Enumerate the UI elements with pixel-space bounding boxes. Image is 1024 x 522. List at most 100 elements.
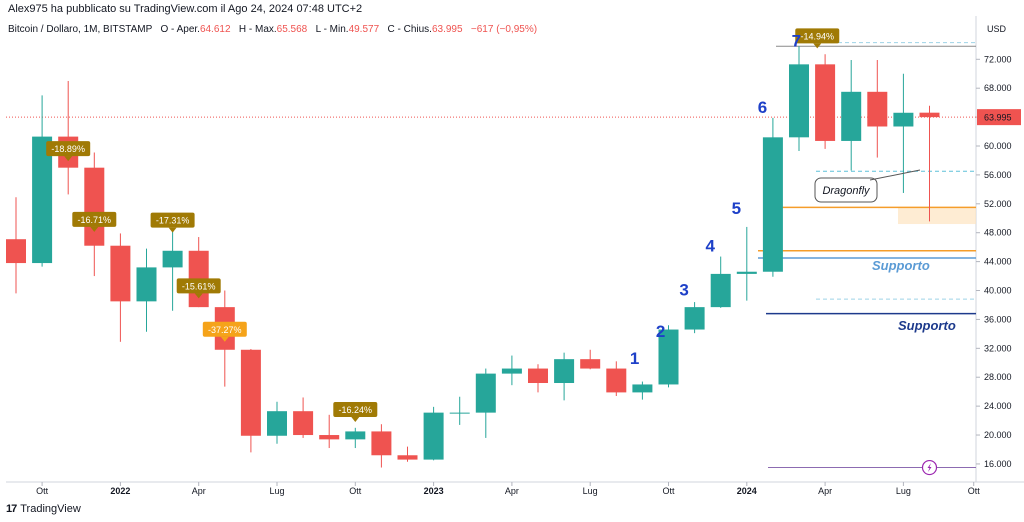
candle-body bbox=[528, 368, 548, 384]
x-tick-label: Apr bbox=[818, 486, 832, 496]
tradingview-brand: TradingView bbox=[20, 503, 81, 515]
wave-label: 1 bbox=[630, 349, 639, 368]
candle-body bbox=[867, 91, 888, 127]
candle-body bbox=[423, 412, 444, 460]
open-value: 64.612 bbox=[199, 24, 231, 35]
drawdown-box bbox=[176, 278, 221, 294]
price-chart[interactable]: USD72.00068.00064.00060.00056.00052.0004… bbox=[0, 0, 1024, 500]
y-tick-label: 72.000 bbox=[984, 54, 1012, 64]
y-tick-label: 36.000 bbox=[984, 314, 1012, 324]
symbol-ohlc-line: Bitcoin / Dollaro, 1M, BITSTAMP O - Aper… bbox=[8, 24, 537, 35]
candle-body bbox=[240, 349, 261, 436]
lightning-glyph bbox=[927, 463, 932, 473]
drawdown-label: -18.89% bbox=[51, 144, 85, 154]
high-value: 65.568 bbox=[276, 24, 308, 35]
support-label-light: Supporto bbox=[872, 258, 930, 273]
candle-body bbox=[762, 137, 783, 272]
x-tick-label: 2024 bbox=[737, 486, 757, 496]
y-tick-label: 60.000 bbox=[984, 141, 1012, 151]
candle-body bbox=[319, 435, 340, 440]
y-tick-label: 44.000 bbox=[984, 257, 1012, 267]
wave-label: 6 bbox=[758, 98, 767, 117]
dragonfly-callout-text: Dragonfly bbox=[822, 185, 871, 197]
x-tick-label: Ott bbox=[36, 486, 49, 496]
wave-label: 4 bbox=[706, 236, 716, 255]
y-tick-label: 32.000 bbox=[984, 343, 1012, 353]
x-tick-label: Ott bbox=[662, 486, 675, 496]
y-tick-label: 56.000 bbox=[984, 170, 1012, 180]
candle-body bbox=[815, 64, 836, 141]
candle-body bbox=[84, 167, 105, 246]
candle-body bbox=[110, 245, 131, 302]
current-price-tag-label: 63.995 bbox=[984, 113, 1012, 123]
close-label: C - Chius. bbox=[387, 24, 432, 35]
drawdown-pointer bbox=[194, 293, 203, 299]
x-tick-label: Lug bbox=[583, 486, 598, 496]
drawdown-box bbox=[46, 141, 91, 157]
drawdown-pointer bbox=[813, 43, 822, 49]
candle-body bbox=[267, 411, 287, 436]
drawdown-pointer bbox=[64, 156, 73, 162]
candle-body bbox=[397, 455, 418, 460]
candle-body bbox=[658, 329, 679, 385]
drawdown-label: -17.31% bbox=[156, 216, 190, 226]
publisher-line: Alex975 ha pubblicato su TradingView.com… bbox=[8, 3, 363, 15]
drawdown-label: -37.27% bbox=[208, 325, 242, 335]
drawdown-label: -16.71% bbox=[78, 215, 112, 225]
y-tick-label: 48.000 bbox=[984, 228, 1012, 238]
x-tick-label: Ott bbox=[968, 486, 981, 496]
close-value: 63.995 bbox=[431, 24, 463, 35]
candle-body bbox=[475, 373, 496, 413]
x-tick-label: 2022 bbox=[110, 486, 130, 496]
x-tick-label: Lug bbox=[896, 486, 911, 496]
candle-body bbox=[841, 91, 862, 141]
candle-body bbox=[162, 250, 183, 268]
drawdown-label: -14.94% bbox=[801, 31, 835, 41]
support-label-dark: Supporto bbox=[898, 318, 956, 333]
drawdown-label: -15.61% bbox=[182, 281, 216, 291]
drawdown-box bbox=[333, 401, 378, 417]
orange-zone bbox=[898, 207, 976, 225]
low-value: 49.577 bbox=[348, 24, 380, 35]
current-price-tag bbox=[977, 109, 1021, 126]
candle-body bbox=[6, 239, 26, 264]
candle-body bbox=[345, 431, 366, 440]
wave-label: 5 bbox=[732, 199, 741, 218]
candle-body bbox=[293, 411, 314, 436]
tradingview-footer[interactable]: 17 TradingView bbox=[6, 503, 81, 515]
x-tick-label: Apr bbox=[192, 486, 206, 496]
wave-label: 3 bbox=[679, 281, 688, 300]
candle-body bbox=[501, 368, 522, 374]
drawdown-label: -16.24% bbox=[339, 405, 373, 415]
x-tick-label: Lug bbox=[269, 486, 284, 496]
dragonfly-callout-pointer bbox=[869, 169, 921, 181]
tradingview-logo-icon: 17 bbox=[6, 503, 17, 515]
drawdown-box bbox=[202, 321, 247, 337]
wave-label: 2 bbox=[656, 322, 665, 341]
candle-body bbox=[580, 359, 601, 369]
drawdown-box bbox=[72, 211, 117, 227]
drawdown-box bbox=[150, 212, 195, 228]
x-tick-label: 2023 bbox=[424, 486, 444, 496]
drawdown-pointer bbox=[351, 416, 360, 422]
candle-body bbox=[736, 271, 757, 274]
wave-label: 7 bbox=[792, 31, 801, 50]
candle-body bbox=[554, 359, 575, 384]
y-tick-label: 68.000 bbox=[984, 83, 1012, 93]
y-tick-label: 24.000 bbox=[984, 401, 1012, 411]
y-tick-label: 52.000 bbox=[984, 199, 1012, 209]
change-value: −617 (−0,95%) bbox=[470, 24, 538, 35]
drawdown-pointer bbox=[168, 227, 177, 233]
candle-body bbox=[449, 412, 470, 414]
drawdown-box bbox=[795, 28, 840, 44]
low-label: L - Min. bbox=[315, 24, 349, 35]
y-tick-label: 16.000 bbox=[984, 459, 1012, 469]
candle-body bbox=[136, 267, 157, 302]
drawdown-pointer bbox=[90, 226, 99, 232]
candle-body bbox=[893, 112, 914, 127]
candle-body bbox=[632, 384, 653, 393]
candle-body bbox=[606, 368, 627, 393]
high-label: H - Max. bbox=[238, 24, 277, 35]
candle-body bbox=[789, 64, 809, 138]
y-tick-label: 20.000 bbox=[984, 430, 1012, 440]
